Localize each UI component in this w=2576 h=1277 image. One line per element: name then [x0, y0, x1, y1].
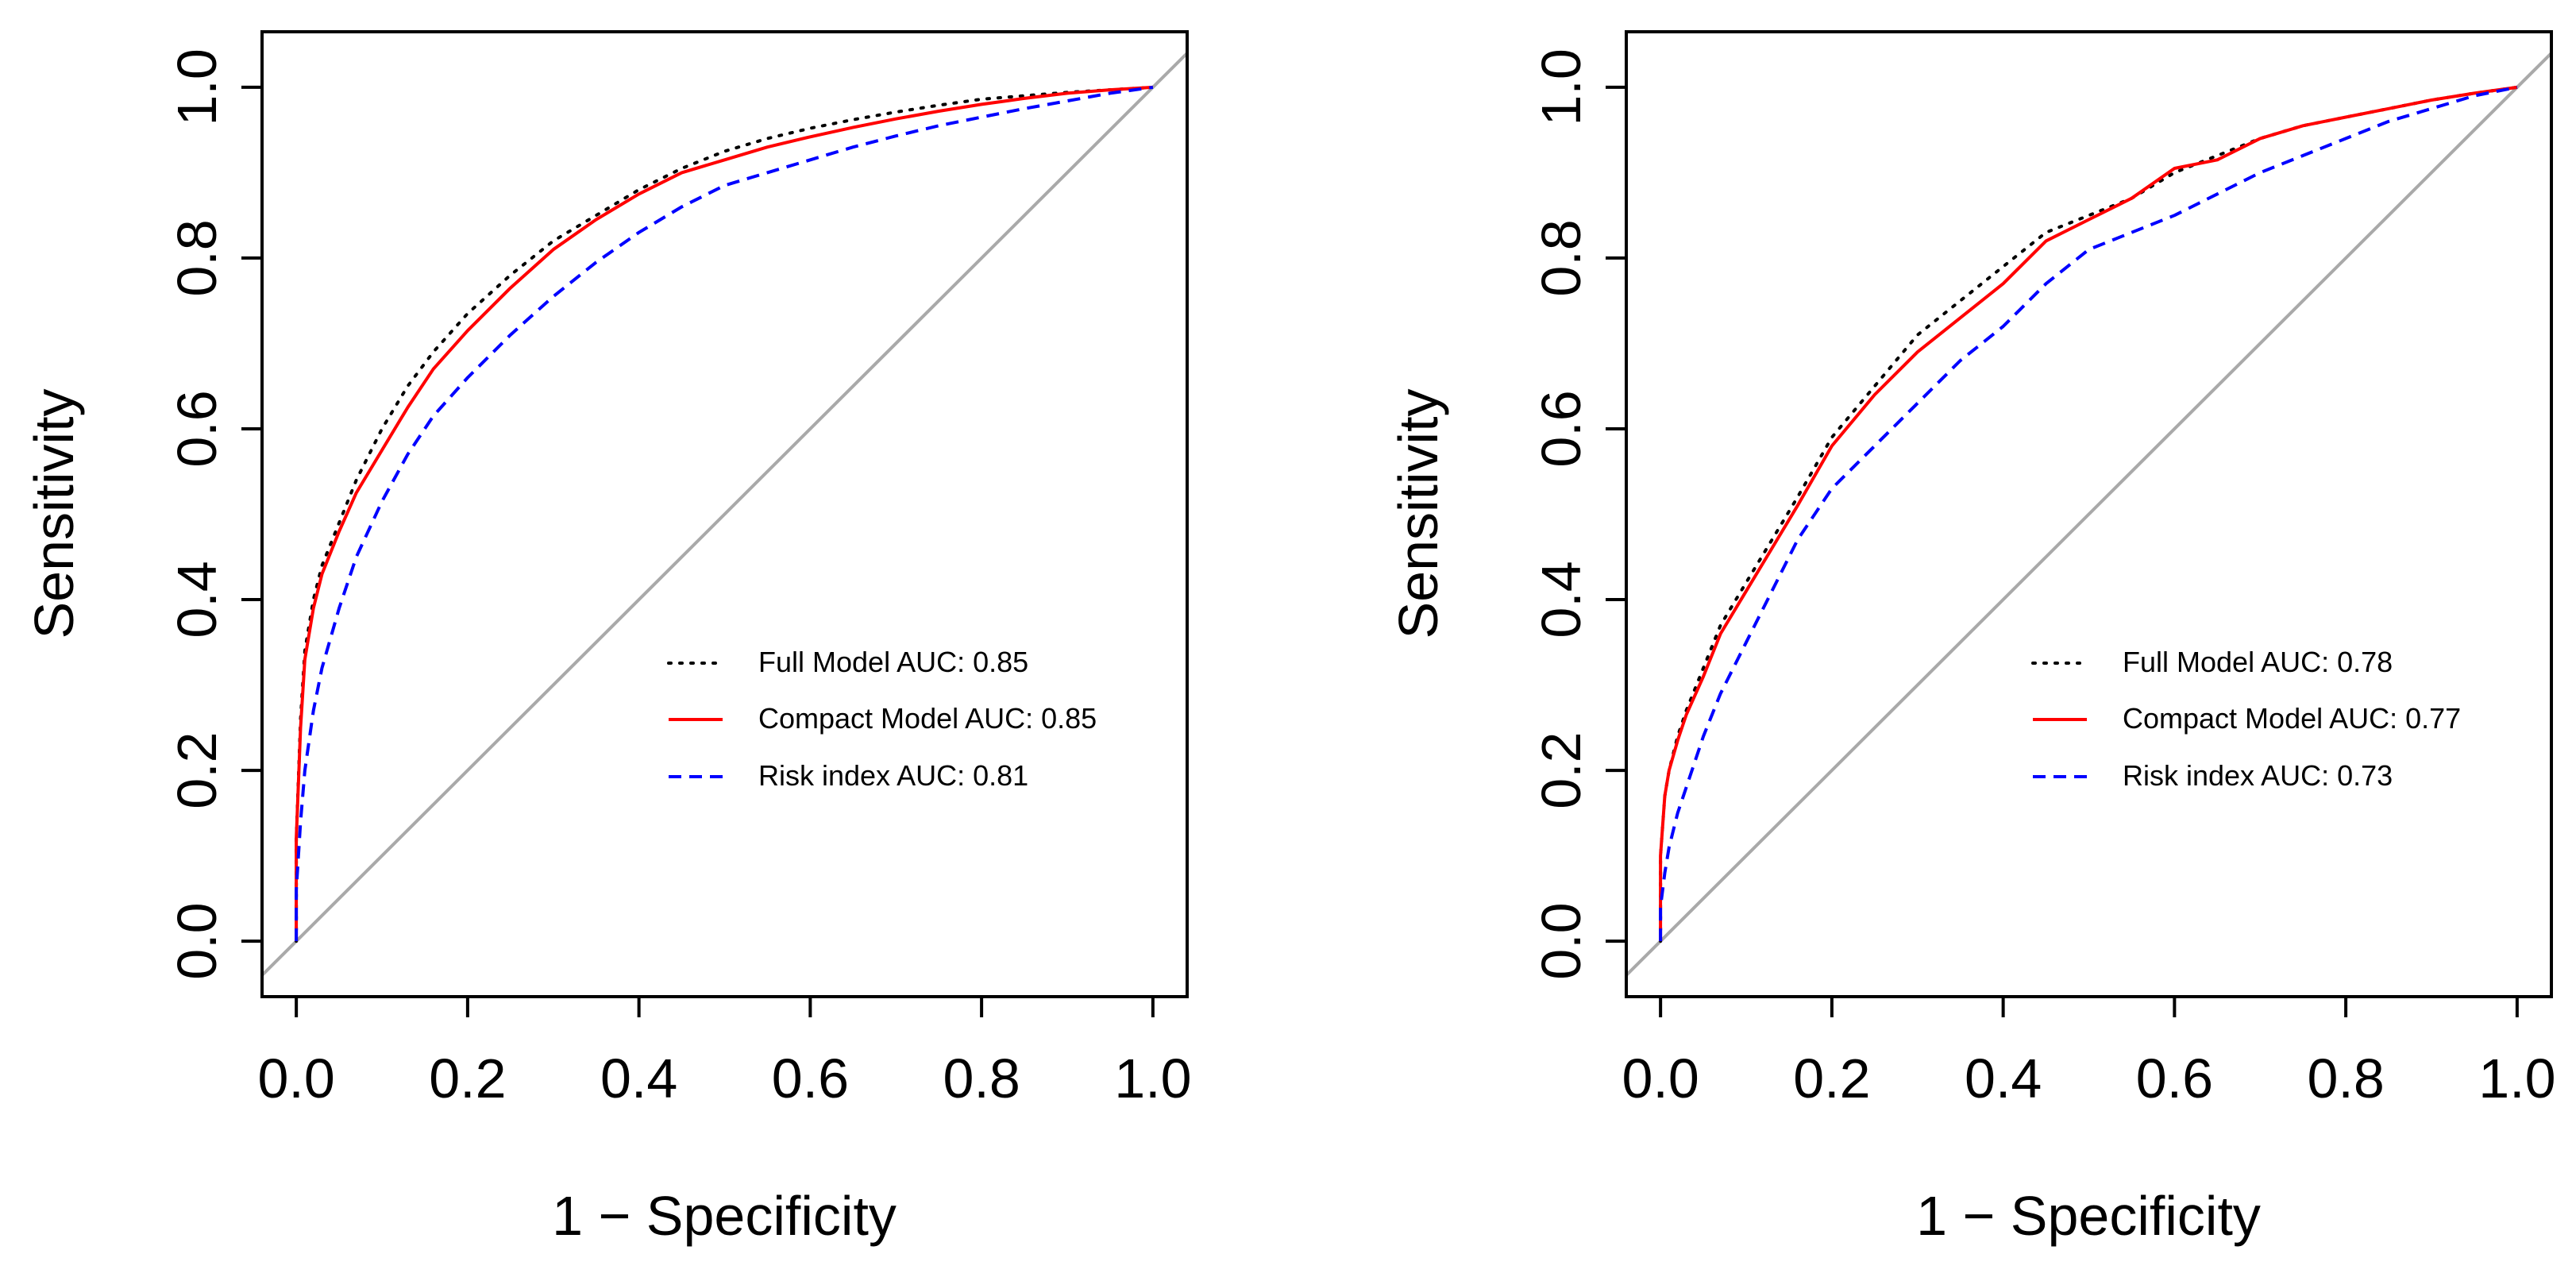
x-tick-label: 0.0 — [257, 1047, 334, 1109]
legend-label-full-model: Full Model AUC: 0.85 — [758, 646, 1028, 678]
y-axis-label: Sensitivity — [23, 388, 85, 638]
x-tick-label: 0.6 — [772, 1047, 849, 1109]
plot-frame — [260, 30, 1189, 998]
y-tick-label: 0.0 — [166, 902, 228, 979]
legend-label-full-model: Full Model AUC: 0.78 — [2123, 646, 2393, 678]
y-tick-label: 1.0 — [1530, 48, 1592, 125]
y-axis-label: Sensitivity — [1387, 388, 1449, 638]
y-tick-label: 0.4 — [1530, 561, 1592, 638]
y-tick-label: 0.6 — [1530, 390, 1592, 467]
x-tick-label: 0.8 — [943, 1047, 1020, 1109]
x-tick-label: 1.0 — [1114, 1047, 1191, 1109]
x-tick-label: 0.4 — [600, 1047, 677, 1109]
x-axis-label: 1 − Specificity — [1916, 1185, 2261, 1247]
y-tick-label: 0.8 — [166, 219, 228, 296]
y-tick-label: 0.0 — [1530, 902, 1592, 979]
series-line-risk-index — [1659, 85, 2518, 942]
x-axis-label: 1 − Specificity — [552, 1185, 897, 1247]
y-tick-label: 0.4 — [166, 561, 228, 638]
x-tick-label: 0.4 — [1965, 1047, 2042, 1109]
reference-diagonal — [1626, 52, 2551, 977]
y-tick-label: 0.8 — [1530, 219, 1592, 296]
reference-diagonal — [262, 52, 1187, 977]
chart-panel-1: 0.0 0.2 0.4 0.6 0.8 1.0 0.0 0.2 0.4 0.6 0.8 1.0 1 … — [23, 30, 1192, 1247]
series-line-compact-model — [1659, 85, 2518, 942]
x-tick-label: 0.0 — [1622, 1047, 1699, 1109]
plot-frame — [1625, 30, 2553, 998]
y-tick-label: 0.6 — [166, 390, 228, 467]
legend-label-compact-model: Compact Model AUC: 0.77 — [2123, 702, 2461, 735]
series-line-risk-index — [295, 85, 1154, 942]
x-tick-label: 1.0 — [2478, 1047, 2555, 1109]
x-tick-label: 0.6 — [2136, 1047, 2213, 1109]
legend-label-risk-index: Risk index AUC: 0.81 — [758, 759, 1028, 792]
x-tick-label: 0.8 — [2307, 1047, 2384, 1109]
y-tick-label: 0.2 — [166, 731, 228, 808]
legend-label-compact-model: Compact Model AUC: 0.85 — [758, 702, 1097, 735]
x-tick-label: 0.2 — [1793, 1047, 1870, 1109]
legend-label-risk-index: Risk index AUC: 0.73 — [2123, 759, 2393, 792]
legend: Full Model AUC: 0.85 Compact Model AUC: … — [667, 646, 1097, 792]
x-tick-label: 0.2 — [429, 1047, 506, 1109]
chart-panel-2: 0.0 0.2 0.4 0.6 0.8 1.0 0.0 0.2 0.4 0.6 0.8 1.0 1 … — [1387, 30, 2556, 1247]
y-tick-label: 0.2 — [1530, 731, 1592, 808]
series-line-compact-model — [295, 85, 1154, 942]
legend: Full Model AUC: 0.78 Compact Model AUC: … — [2031, 646, 2461, 792]
y-tick-label: 1.0 — [166, 48, 228, 125]
